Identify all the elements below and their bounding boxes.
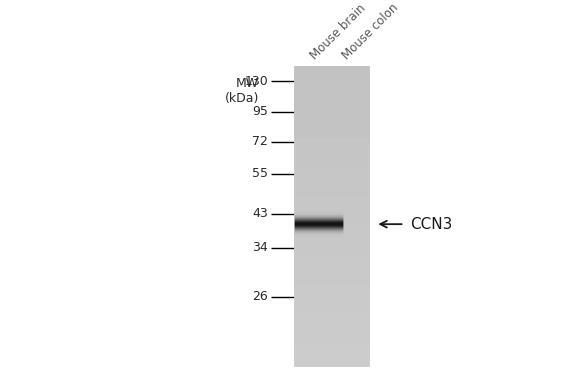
Text: 55: 55 xyxy=(253,167,268,180)
Text: Mouse brain: Mouse brain xyxy=(308,2,368,62)
Text: 130: 130 xyxy=(244,75,268,88)
Text: 43: 43 xyxy=(253,207,268,220)
Text: 34: 34 xyxy=(253,241,268,254)
Text: CCN3: CCN3 xyxy=(410,217,453,232)
Text: 26: 26 xyxy=(253,290,268,303)
Text: Mouse colon: Mouse colon xyxy=(340,1,401,62)
Text: MW
(kDa): MW (kDa) xyxy=(225,77,259,105)
Text: 72: 72 xyxy=(253,135,268,148)
Text: 95: 95 xyxy=(253,105,268,118)
